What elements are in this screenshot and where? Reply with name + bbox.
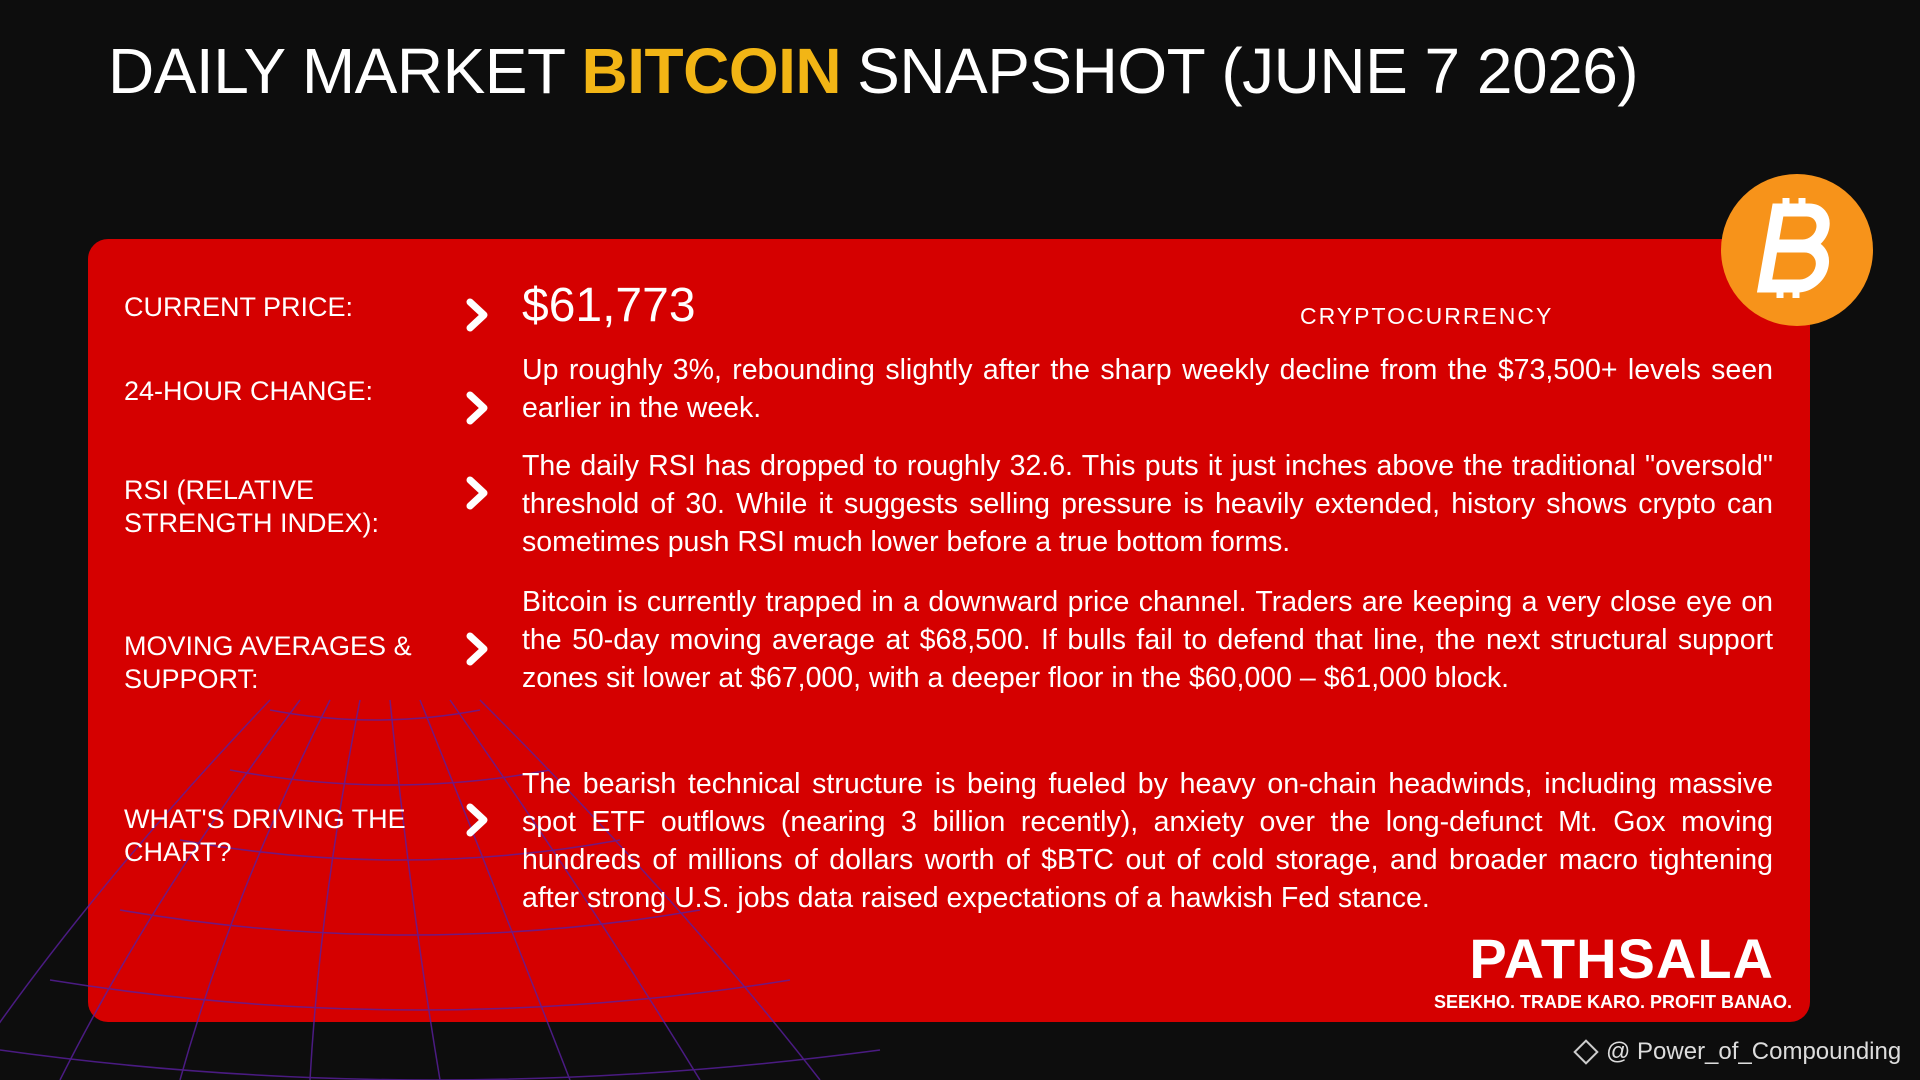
bitcoin-icon bbox=[1721, 174, 1873, 326]
row-value: The bearish technical structure is being… bbox=[522, 768, 1773, 914]
row-value: Bitcoin is currently trapped in a downwa… bbox=[522, 586, 1773, 694]
title-highlight: BITCOIN bbox=[581, 35, 842, 107]
card bbox=[88, 239, 1810, 1022]
binance-icon bbox=[1573, 1039, 1599, 1065]
brand: PATHSALA bbox=[1469, 927, 1774, 990]
title: DAILY MARKET BITCOIN SNAPSHOT (JUNE 7 2026… bbox=[108, 34, 1654, 108]
title-part: DAILY MARKET bbox=[108, 35, 566, 107]
chevrons bbox=[466, 298, 488, 837]
tag: CRYPTOCURRENCY bbox=[1300, 303, 1554, 329]
watermark: @ Power_of_Compounding bbox=[1606, 1038, 1902, 1065]
row-value: Up roughly 3%, rebounding slightly after… bbox=[522, 354, 1773, 424]
row-value: The daily RSI has dropped to roughly 32.… bbox=[522, 450, 1773, 558]
grid-decoration bbox=[0, 699, 881, 1080]
row-label: MOVING AVERAGES & SUPPORT: bbox=[124, 631, 412, 694]
title-part: SNAPSHOT (JUNE 7 2026) bbox=[857, 35, 1639, 107]
row-label: RSI (RELATIVE STRENGTH INDEX): bbox=[124, 475, 380, 538]
tagline: SEEKHO. TRADE KARO. PROFIT BANAO. bbox=[1433, 992, 1792, 1012]
row-label: WHAT'S DRIVING THE CHART? bbox=[124, 804, 406, 867]
price: $61,773 bbox=[522, 279, 696, 332]
row-label: CURRENT PRICE: bbox=[124, 292, 354, 322]
row-label: 24-HOUR CHANGE: bbox=[124, 376, 374, 406]
